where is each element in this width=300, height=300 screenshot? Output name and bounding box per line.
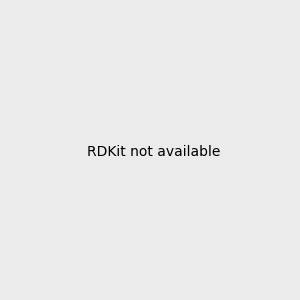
Text: RDKit not available: RDKit not available	[87, 145, 220, 158]
